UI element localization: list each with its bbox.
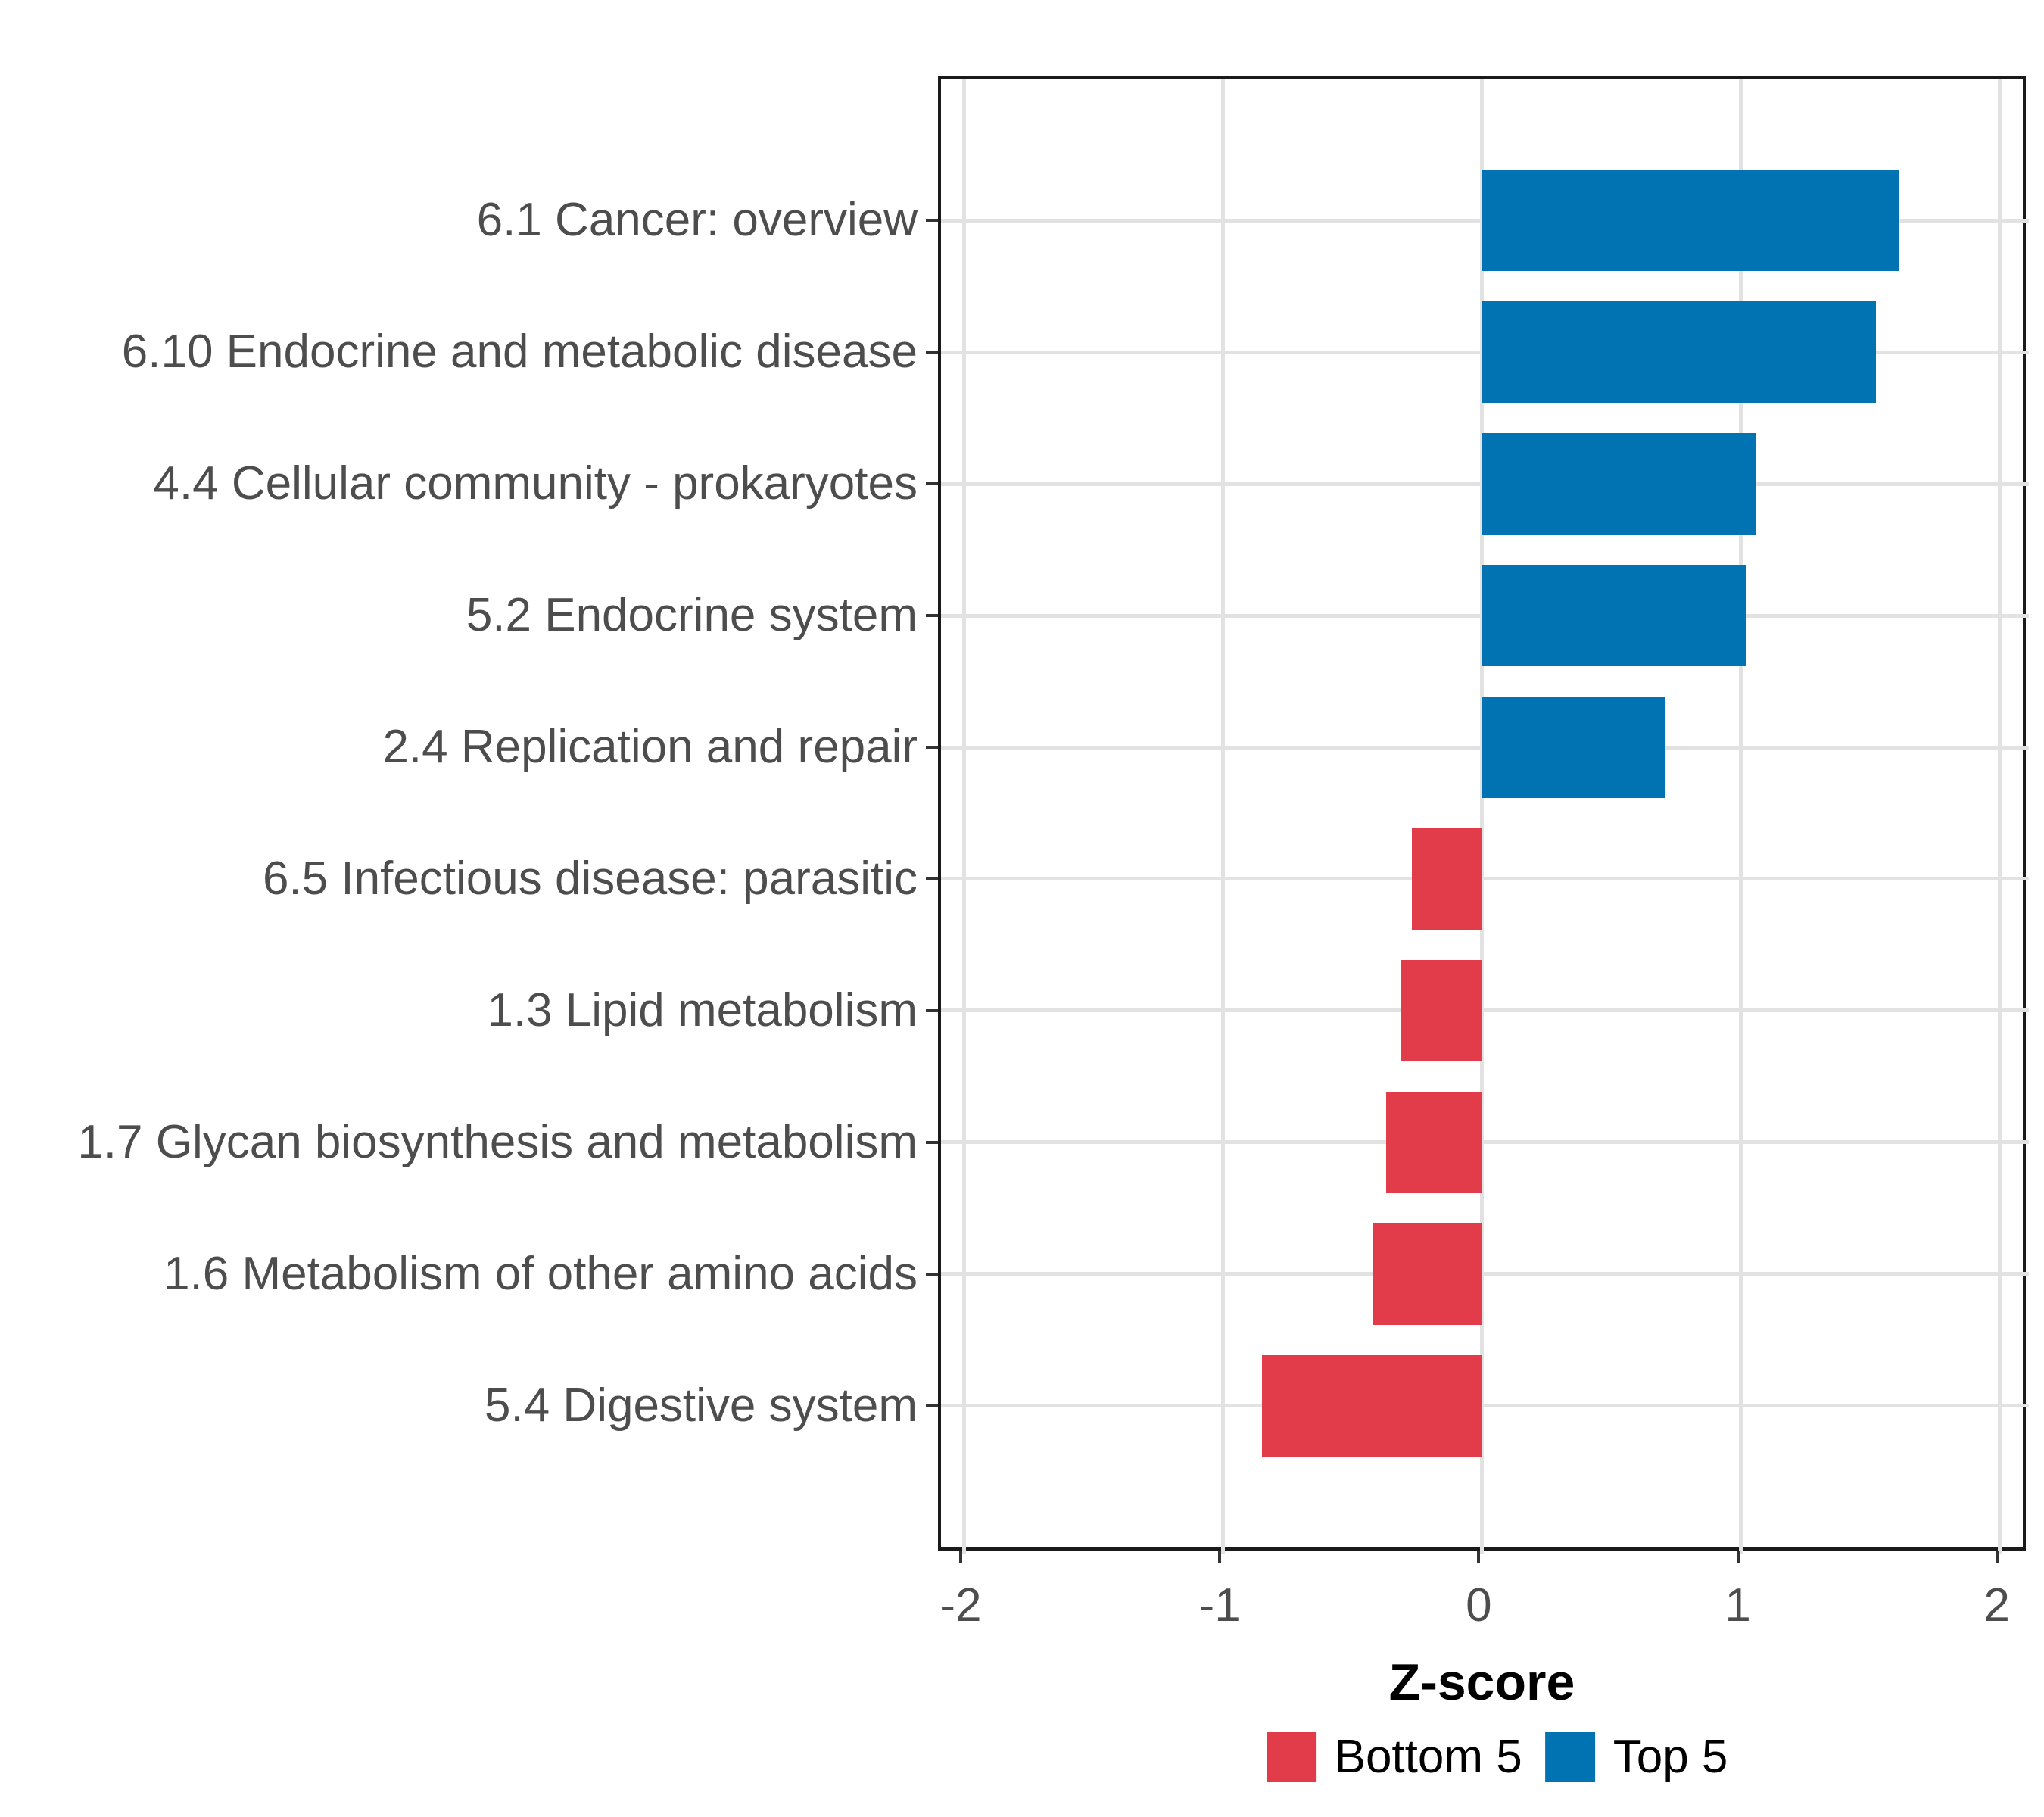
category-label: 1.7 Glycan biosynthesis and metabolism — [77, 1115, 918, 1168]
legend-label: Bottom 5 — [1334, 1731, 1522, 1783]
category-label: 1.3 Lipid metabolism — [487, 983, 918, 1036]
vertical-gridline — [1220, 79, 1225, 1554]
x-axis-title: Z-score — [1388, 1653, 1575, 1711]
legend-swatch — [1266, 1732, 1316, 1782]
legend-item-top-5: Top 5 — [1544, 1731, 1728, 1783]
vertical-gridline — [1998, 79, 2002, 1554]
category-label: 1.6 Metabolism of other amino acids — [164, 1247, 918, 1300]
x-tick-mark — [959, 1551, 962, 1563]
bar-top5 — [1482, 170, 1899, 272]
category-label: 6.10 Endocrine and metabolic disease — [121, 326, 918, 379]
y-tick-mark — [926, 1272, 938, 1276]
x-tick-label: 0 — [1466, 1579, 1492, 1632]
bar-bottom5 — [1261, 1354, 1482, 1457]
legend-swatch — [1544, 1732, 1595, 1782]
category-label: 6.5 Infectious disease: parasitic — [262, 852, 918, 905]
bar-bottom5 — [1401, 959, 1482, 1061]
horizontal-gridline — [941, 877, 2029, 881]
bar-top5 — [1482, 697, 1666, 799]
horizontal-gridline — [941, 1140, 2029, 1145]
y-tick-mark — [926, 1008, 938, 1012]
vertical-gridline — [1479, 79, 1484, 1554]
y-tick-mark — [926, 746, 938, 750]
x-tick-label: 2 — [1983, 1579, 2011, 1632]
category-label: 2.4 Replication and repair — [382, 721, 918, 774]
x-tick-mark — [1736, 1551, 1740, 1563]
bar-bottom5 — [1373, 1223, 1482, 1325]
x-tick-mark — [1477, 1551, 1481, 1563]
legend-label: Top 5 — [1612, 1731, 1728, 1783]
vertical-gridline — [961, 79, 966, 1554]
category-label: 5.4 Digestive system — [485, 1379, 918, 1432]
vertical-gridline — [1739, 79, 1743, 1554]
category-label: 6.1 Cancer: overview — [476, 194, 918, 247]
y-tick-mark — [926, 482, 938, 486]
category-label: 5.2 Endocrine system — [466, 589, 918, 642]
bar-bottom5 — [1385, 1091, 1482, 1193]
legend: Bottom 5 Top 5 — [1266, 1731, 1728, 1783]
y-tick-mark — [926, 1140, 938, 1144]
y-tick-mark — [926, 877, 938, 880]
legend-item-bottom-5: Bottom 5 — [1266, 1731, 1522, 1783]
y-tick-mark — [926, 614, 938, 618]
bar-top5 — [1482, 433, 1757, 535]
bar-bottom5 — [1412, 827, 1482, 930]
bar-top5 — [1482, 565, 1746, 667]
category-label: 4.4 Cellular community - prokaryotes — [153, 457, 918, 510]
horizontal-gridline — [941, 1008, 2029, 1013]
y-tick-mark — [926, 351, 938, 354]
horizontal-gridline — [941, 1272, 2029, 1276]
x-tick-label: 1 — [1725, 1579, 1751, 1632]
x-tick-mark — [1218, 1551, 1222, 1563]
bar-top5 — [1482, 301, 1876, 404]
x-tick-label: -1 — [1198, 1579, 1241, 1632]
plot-panel — [938, 76, 2029, 1554]
x-tick-label: -2 — [939, 1579, 982, 1632]
y-tick-mark — [926, 1404, 938, 1407]
y-tick-mark — [926, 219, 938, 223]
x-tick-mark — [1995, 1551, 1999, 1563]
horizontal-gridline — [941, 1404, 2029, 1408]
